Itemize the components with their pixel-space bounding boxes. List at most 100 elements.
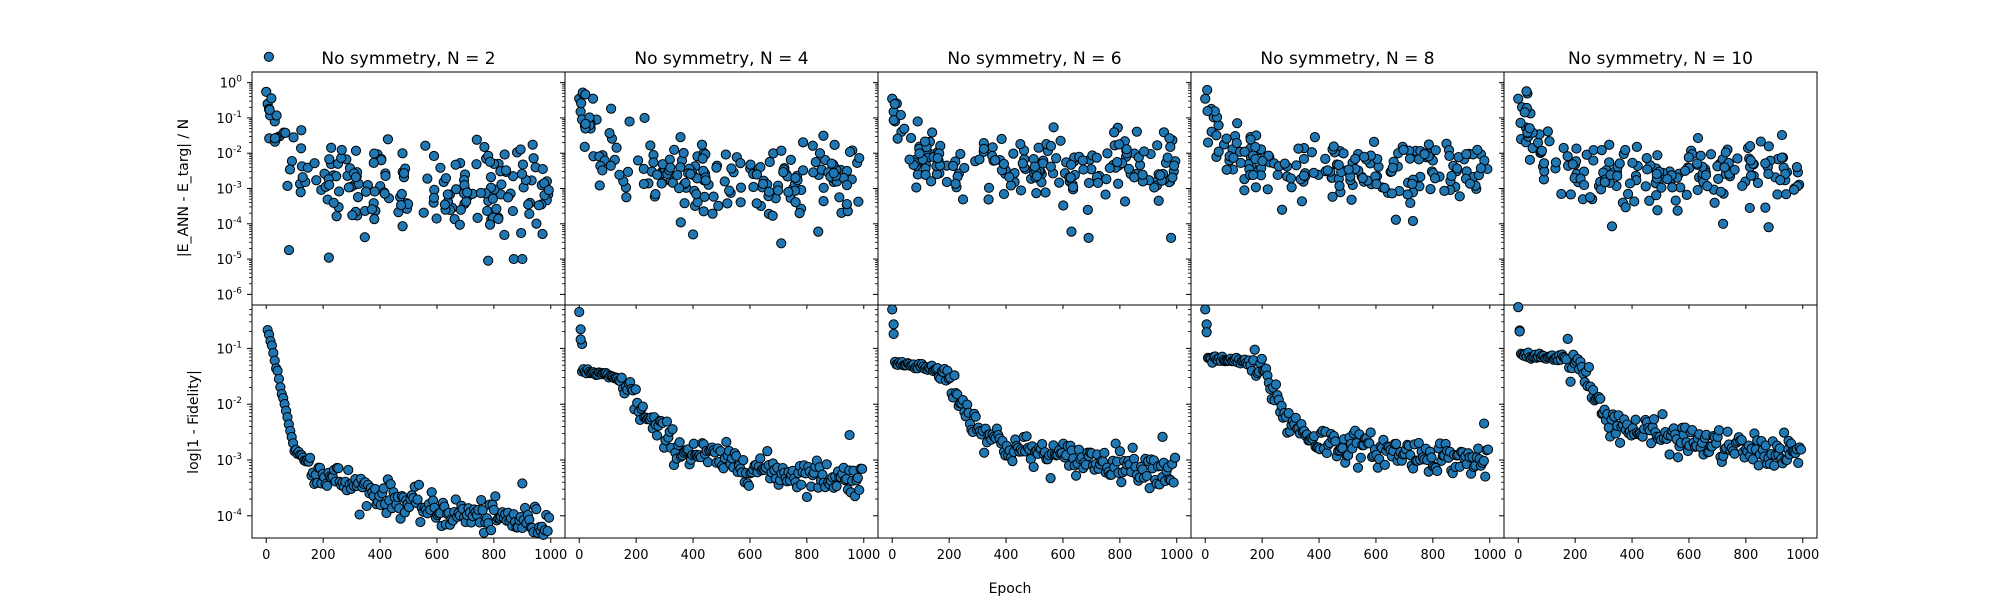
energy-point <box>1387 162 1398 173</box>
energy-point <box>1763 222 1774 233</box>
fidelity-point <box>1736 434 1747 446</box>
axes-frame <box>1190 304 1505 539</box>
energy-point <box>1760 158 1771 169</box>
energy-point <box>1755 136 1766 147</box>
energy-point <box>1100 189 1111 200</box>
fidelity-point <box>743 480 755 491</box>
fidelity-point <box>831 481 842 492</box>
panel-title: No symmetry, N = 2 <box>321 49 495 69</box>
energy-point <box>1776 152 1787 163</box>
energy-point <box>462 187 473 198</box>
fidelity-point <box>1007 456 1018 467</box>
fidelity-point <box>888 328 899 340</box>
energy-point <box>1565 189 1576 200</box>
energy-point <box>1599 177 1610 188</box>
energy-point <box>1308 167 1319 178</box>
energy-point <box>1425 184 1436 195</box>
fidelity-point <box>688 438 699 449</box>
energy-point <box>1065 172 1076 183</box>
fidelity-point <box>1793 457 1804 469</box>
energy-point <box>1257 155 1268 167</box>
energy-point <box>500 165 512 176</box>
energy-point <box>790 197 801 208</box>
fidelity-point <box>477 505 488 516</box>
energy-point <box>1051 153 1062 164</box>
fidelity-point <box>821 459 832 470</box>
fidelity-point <box>1595 393 1606 404</box>
energy-point <box>397 148 408 159</box>
energy-point <box>1149 182 1160 193</box>
energy-point <box>576 98 587 109</box>
energy-point <box>1101 174 1112 185</box>
energy-point <box>1343 164 1354 175</box>
energy-point <box>1248 169 1259 181</box>
energy-point <box>331 211 342 222</box>
energy-point <box>431 213 442 224</box>
fidelity-point <box>1110 438 1121 449</box>
energy-point <box>1131 126 1142 137</box>
energy-point <box>1419 149 1430 160</box>
panel-title: No symmetry, N = 10 <box>1568 49 1753 69</box>
energy-point <box>1461 148 1472 160</box>
energy-point <box>1029 161 1040 172</box>
fidelity-point <box>796 479 807 490</box>
fidelity-point <box>1657 409 1668 420</box>
fidelity-point <box>1365 427 1376 438</box>
energy-point <box>1153 195 1164 206</box>
fidelity-point <box>1478 455 1489 466</box>
energy-point <box>1276 204 1288 215</box>
energy-point <box>675 132 686 143</box>
energy-point <box>484 156 496 167</box>
energy-point <box>1083 232 1094 243</box>
energy-point <box>537 228 548 240</box>
fidelity-point <box>1379 459 1390 470</box>
energy-point <box>719 176 730 187</box>
energy-point <box>790 172 801 183</box>
energy-point <box>1640 181 1651 192</box>
energy-point <box>1165 141 1176 152</box>
energy-point <box>772 185 784 196</box>
x-tick-label: 1000 <box>1473 548 1506 563</box>
energy-point <box>479 141 490 153</box>
energy-point <box>1285 173 1297 184</box>
energy-point <box>818 182 829 193</box>
energy-point <box>471 134 482 145</box>
fidelity-point <box>476 495 487 506</box>
energy-point <box>1662 174 1673 185</box>
energy-point <box>1430 145 1441 156</box>
energy-point <box>580 89 591 100</box>
energy-point <box>1550 157 1562 168</box>
energy-point <box>483 255 494 266</box>
energy-point <box>814 148 826 159</box>
fidelity-point <box>844 429 855 441</box>
x-tick-label: 400 <box>1620 548 1645 563</box>
fidelity-point <box>1478 418 1490 429</box>
energy-point <box>1571 143 1582 154</box>
fidelity-point <box>531 504 542 515</box>
fidelity-point <box>1630 414 1641 425</box>
energy-point <box>422 173 433 184</box>
fidelity-point <box>755 453 766 464</box>
energy-point <box>1004 171 1015 183</box>
fidelity-point <box>970 411 981 422</box>
energy-point <box>1211 130 1222 141</box>
energy-point <box>454 219 465 230</box>
energy-point <box>269 133 281 144</box>
fidelity-point <box>450 494 461 505</box>
energy-point <box>1350 153 1361 164</box>
energy-point <box>1221 133 1232 144</box>
energy-point <box>472 212 483 224</box>
energy-point <box>1357 173 1368 184</box>
energy-point <box>1114 139 1125 150</box>
energy-point <box>1058 200 1069 211</box>
panel-title: No symmetry, N = 4 <box>634 49 808 69</box>
energy-point <box>579 141 590 152</box>
energy-point <box>1763 168 1774 179</box>
energy-point <box>673 183 685 194</box>
axes-frame <box>564 304 879 539</box>
energy-point <box>1306 147 1317 158</box>
energy-point <box>1475 163 1487 174</box>
energy-point <box>280 127 291 138</box>
energy-point <box>778 167 789 178</box>
fidelity-point <box>1648 414 1660 425</box>
